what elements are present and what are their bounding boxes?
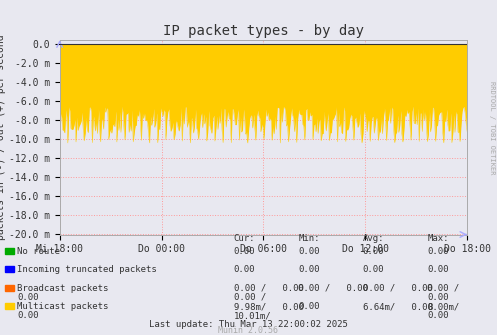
Text: 0.00: 0.00 [427, 265, 449, 274]
Text: Incoming truncated packets: Incoming truncated packets [17, 265, 157, 274]
Text: Multicast packets: Multicast packets [17, 302, 109, 311]
Text: 6.64m/   0.00: 6.64m/ 0.00 [363, 302, 433, 311]
Text: 0.00: 0.00 [363, 247, 384, 256]
Text: Max:: Max: [427, 234, 449, 243]
Text: 0.00 /   0.00: 0.00 / 0.00 [234, 284, 304, 292]
Text: Broadcast packets: Broadcast packets [17, 284, 109, 292]
Text: 0.00: 0.00 [427, 293, 449, 302]
Text: Last update: Thu Mar 13 22:00:02 2025: Last update: Thu Mar 13 22:00:02 2025 [149, 320, 348, 329]
Text: 0.00: 0.00 [17, 311, 39, 320]
Title: IP packet types - by day: IP packet types - by day [163, 24, 364, 38]
Text: No route: No route [17, 247, 61, 256]
Text: RRDTOOL / TOBI OETIKER: RRDTOOL / TOBI OETIKER [489, 80, 495, 174]
Text: 0.00 /   0.00: 0.00 / 0.00 [298, 284, 368, 292]
Text: Munin 2.0.56: Munin 2.0.56 [219, 326, 278, 335]
Text: Cur:: Cur: [234, 234, 255, 243]
Text: 0.00: 0.00 [234, 265, 255, 274]
Text: 0.00: 0.00 [298, 302, 320, 311]
Text: 8.00m/: 8.00m/ [427, 302, 460, 311]
Text: 0.00: 0.00 [427, 247, 449, 256]
Text: 0.00: 0.00 [298, 247, 320, 256]
Text: Min:: Min: [298, 234, 320, 243]
Text: 0.00 /: 0.00 / [427, 284, 460, 292]
Text: 10.01m/: 10.01m/ [234, 311, 271, 320]
Text: 0.00: 0.00 [298, 265, 320, 274]
Text: 0.00: 0.00 [17, 293, 39, 302]
Text: 0.00: 0.00 [363, 265, 384, 274]
Text: 0.00: 0.00 [427, 311, 449, 320]
Text: 0.00: 0.00 [234, 247, 255, 256]
Text: 0.00 /: 0.00 / [234, 293, 266, 302]
Text: 0.00 /   0.00: 0.00 / 0.00 [363, 284, 433, 292]
Text: Avg:: Avg: [363, 234, 384, 243]
Text: 9.98m/   0.00: 9.98m/ 0.00 [234, 302, 304, 311]
Y-axis label: packets in (-) / out (+) per second: packets in (-) / out (+) per second [0, 35, 6, 240]
